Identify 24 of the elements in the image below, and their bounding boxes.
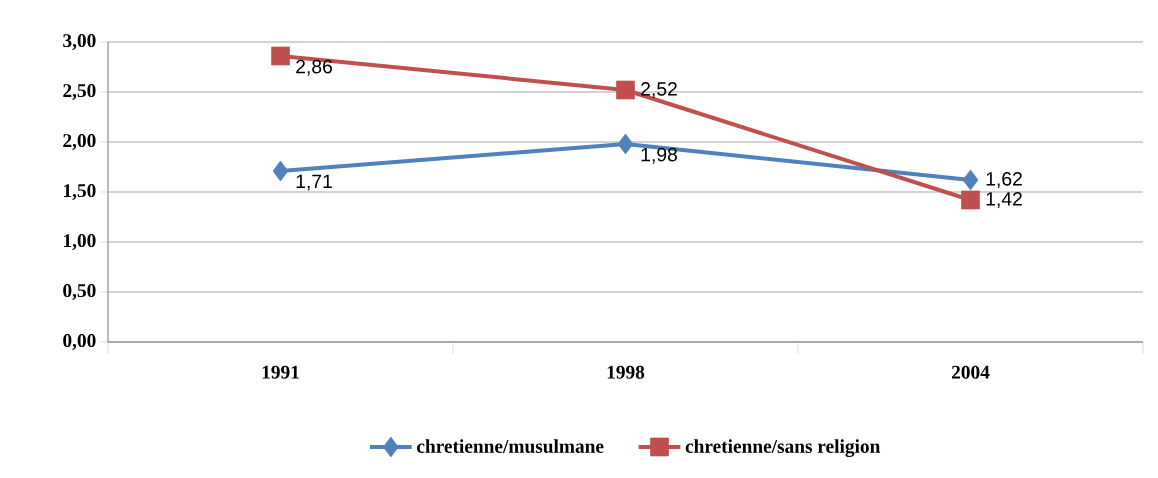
point [271,46,290,66]
point [962,169,979,191]
point [617,133,634,155]
data-label: 1,71 [296,174,332,191]
y-tick-label: 0,00 [63,334,96,350]
legend-label: chretienne/musulmane [417,439,604,453]
y-tick-label: 2,50 [63,84,96,100]
point [961,190,980,210]
data-label: 1,62 [986,172,1022,188]
y-tick-label: 3,00 [63,34,96,50]
legend-label: chretienne/sans religion [685,439,881,457]
data-label: 2,86 [296,59,332,76]
y-tick-label: 1,50 [64,184,96,200]
x-tick-label: 2004 [951,365,990,379]
point [616,80,635,100]
x-tick-label: 1991 [262,365,299,379]
data-label: 1,42 [986,192,1022,208]
x-tick-label: 1998 [607,365,645,379]
y-tick-label: 0,50 [63,284,96,300]
data-label: 2,52 [641,82,677,98]
y-tick-label: 1,00 [64,234,96,250]
y-tick-label: 2,00 [63,134,96,150]
point [272,160,289,182]
data-label: 1,98 [641,147,677,164]
